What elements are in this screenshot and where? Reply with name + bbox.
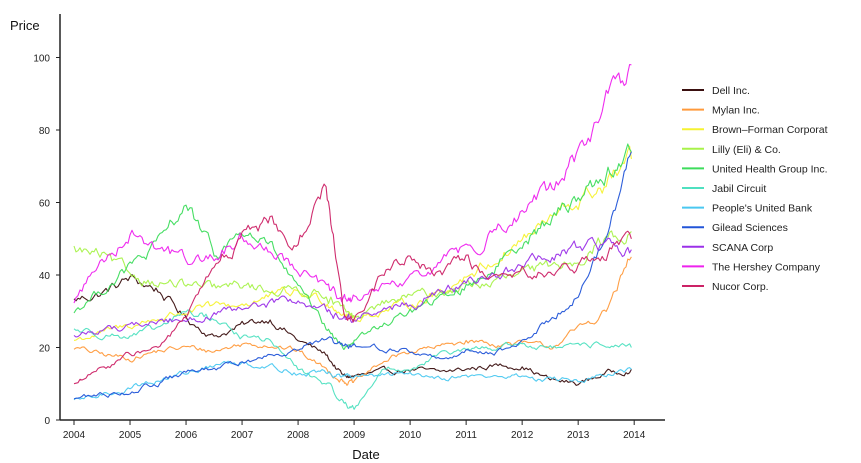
series-line-scana-corp: [73, 236, 632, 338]
legend-label: United Health Group Inc.: [712, 163, 828, 175]
y-tick-label: 40: [39, 271, 51, 282]
y-ticks: 0 20 40 60 80 100: [33, 54, 60, 427]
legend: Dell Inc. Mylan Inc. Brown–Forman Corporat…: [682, 85, 828, 293]
y-tick-label: 80: [39, 126, 51, 137]
y-axis-title: Price: [10, 18, 40, 33]
x-tick-label: 2012: [511, 430, 534, 441]
x-tick-label: 2005: [119, 430, 142, 441]
axes: [59, 14, 665, 421]
x-tick-label: 2010: [399, 430, 422, 441]
x-tick-label: 2013: [567, 430, 590, 441]
legend-label: Dell Inc.: [712, 85, 750, 97]
x-ticks: 2004 2005 2006 2007 2008 2009 2010 2011 2012 2013…: [63, 420, 646, 441]
x-tick-label: 2011: [455, 430, 477, 441]
legend-label: People's United Bank: [712, 203, 813, 215]
legend-label: SCANA Corp: [712, 242, 773, 254]
y-tick-label: 100: [33, 54, 50, 65]
legend-label: Nucor Corp.: [712, 281, 769, 293]
legend-label: The Hershey Company: [712, 261, 821, 273]
legend-label: Gilead Sciences: [712, 222, 788, 234]
series-line-jabil-circuit: [73, 309, 632, 410]
series-layer: [73, 64, 632, 410]
x-tick-label: 2014: [623, 430, 646, 441]
legend-label: Lilly (Eli) & Co.: [712, 144, 781, 156]
x-tick-label: 2004: [63, 430, 86, 441]
x-tick-label: 2008: [287, 430, 310, 441]
series-line-nucor-corp: [73, 183, 632, 385]
series-line-gilead-sciences: [73, 151, 632, 400]
y-tick-label: 60: [39, 199, 51, 210]
series-line-united-health-group-inc: [73, 143, 632, 350]
y-tick-label: 20: [39, 344, 51, 355]
series-line-the-hershey-company: [73, 64, 632, 304]
x-tick-label: 2006: [175, 430, 198, 441]
series-line-mylan-inc: [73, 256, 632, 386]
legend-label: Jabil Circuit: [712, 183, 766, 195]
x-tick-label: 2009: [343, 430, 366, 441]
series-line-brown-forman-corporat: [73, 145, 632, 341]
legend-label: Mylan Inc.: [712, 105, 760, 117]
x-tick-label: 2007: [231, 430, 254, 441]
y-tick-label: 0: [44, 416, 50, 427]
legend-label: Brown–Forman Corporat: [712, 124, 828, 136]
x-axis-title: Date: [352, 447, 379, 462]
series-line-dell-inc: [73, 274, 632, 386]
series-line-lilly-eli-co: [73, 230, 632, 319]
series-line-people-s-united-bank: [73, 360, 632, 401]
